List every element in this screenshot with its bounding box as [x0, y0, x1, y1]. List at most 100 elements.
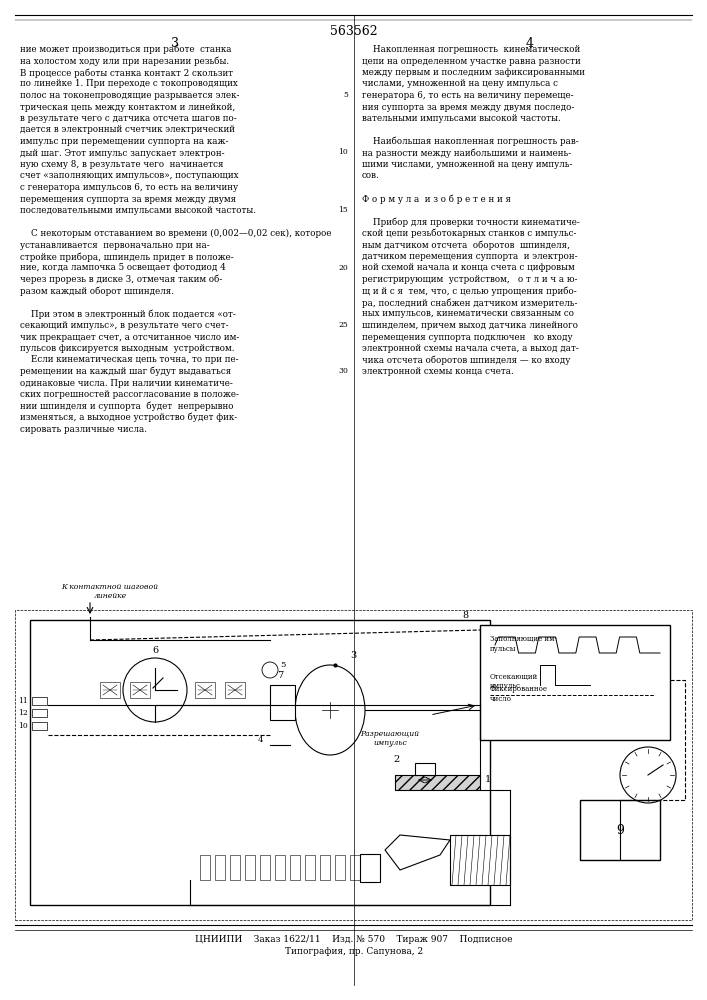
Bar	[450, 835, 510, 885]
Text: ремещении на каждый шаг будут выдаваться: ремещении на каждый шаг будут выдаваться	[20, 367, 231, 376]
Bar	[360, 854, 380, 882]
Text: импульс: импульс	[490, 682, 521, 690]
Text: 5: 5	[280, 661, 286, 669]
Text: 9: 9	[616, 824, 624, 836]
Bar	[275, 855, 285, 880]
Text: Накопленная погрешность  кинематической: Накопленная погрешность кинематической	[362, 45, 580, 54]
Text: по линейке 1. При переходе с токопроводящих: по линейке 1. При переходе с токопроводя…	[20, 80, 238, 89]
Text: ние может производиться при работе  станка: ние может производиться при работе станк…	[20, 45, 231, 54]
Text: 25: 25	[338, 321, 348, 329]
Text: 6: 6	[152, 646, 158, 655]
Text: ния суппорта за время между двумя последо-: ния суппорта за время между двумя послед…	[362, 103, 574, 111]
Text: регистрирующим  устройством,   о т л и ч а ю-: регистрирующим устройством, о т л и ч а …	[362, 275, 578, 284]
Text: 30: 30	[338, 367, 348, 375]
Text: стройке прибора, шпиндель придет в положе-: стройке прибора, шпиндель придет в полож…	[20, 252, 234, 261]
Bar	[200, 855, 210, 880]
Text: электронной схемы конца счета.: электронной схемы конца счета.	[362, 367, 514, 376]
Text: дается в электронный счетчик электрический: дается в электронный счетчик электрическ…	[20, 125, 235, 134]
Text: вательными импульсами высокой частоты.: вательными импульсами высокой частоты.	[362, 114, 561, 123]
Text: 10: 10	[18, 722, 28, 730]
Bar	[225, 682, 245, 698]
Text: устанавливается  первоначально при на-: устанавливается первоначально при на-	[20, 240, 210, 249]
Text: шими числами, умноженной на цену импуль-: шими числами, умноженной на цену импуль-	[362, 160, 573, 169]
Text: Разрешающий
импульс: Разрешающий импульс	[361, 730, 419, 747]
Text: ных импульсов, кинематически связанным со: ных импульсов, кинематически связанным с…	[362, 310, 574, 318]
Text: датчиком перемещения суппорта  и электрон-: датчиком перемещения суппорта и электрон…	[362, 252, 578, 261]
Text: В процессе работы станка контакт 2 скользит: В процессе работы станка контакт 2 сколь…	[20, 68, 233, 78]
Text: нии шпинделя и суппорта  будет  непрерывно: нии шпинделя и суппорта будет непрерывно	[20, 401, 233, 411]
Text: Типография, пр. Сапунова, 2: Типография, пр. Сапунова, 2	[285, 947, 423, 956]
Bar	[30, 620, 490, 905]
Text: изменяться, а выходное устройство будет фик-: изменяться, а выходное устройство будет …	[20, 413, 238, 422]
Text: электронной схемы начала счета, а выход дат-: электронной схемы начала счета, а выход …	[362, 344, 579, 353]
Text: через прорезь в диске 3, отмечая таким об-: через прорезь в диске 3, отмечая таким о…	[20, 275, 223, 284]
Text: между первым и последним зафиксированными: между первым и последним зафиксированным…	[362, 68, 585, 77]
Text: чика отсчета оборотов шпинделя — ко входу: чика отсчета оборотов шпинделя — ко вход…	[362, 356, 571, 365]
Bar	[580, 800, 660, 860]
Text: 15: 15	[338, 206, 348, 214]
Text: Если кинематическая цепь точна, то при пе-: Если кинематическая цепь точна, то при п…	[20, 356, 239, 364]
Bar	[260, 855, 270, 880]
Text: ным датчиком отсчета  оборотов  шпинделя,: ным датчиком отсчета оборотов шпинделя,	[362, 240, 570, 250]
Text: числами, умноженной на цену импульса с: числами, умноженной на цену импульса с	[362, 80, 558, 89]
Text: 7: 7	[277, 671, 283, 680]
Text: полос на токонепроводящие разрывается элек-: полос на токонепроводящие разрывается эл…	[20, 91, 240, 100]
Bar	[32, 722, 47, 730]
Text: 12: 12	[18, 709, 28, 717]
Text: цепи на определенном участке равна разности: цепи на определенном участке равна разно…	[362, 56, 580, 66]
Text: Ф о р м у л а  и з о б р е т е н и я: Ф о р м у л а и з о б р е т е н и я	[362, 194, 511, 204]
Text: ЦНИИПИ    Заказ 1622/11    Изд. № 570    Тираж 907    Подписное: ЦНИИПИ Заказ 1622/11 Изд. № 570 Тираж 90…	[195, 935, 513, 944]
Bar	[130, 682, 150, 698]
Text: Фиксированное: Фиксированное	[490, 685, 548, 693]
Text: 4: 4	[526, 37, 534, 50]
Text: При этом в электронный блок подается «от-: При этом в электронный блок подается «от…	[20, 310, 236, 319]
Text: 5: 5	[343, 91, 348, 99]
Bar	[15, 610, 692, 920]
Text: одинаковые числа. При наличии кинематиче-: одинаковые числа. При наличии кинематиче…	[20, 378, 233, 387]
Bar	[245, 855, 255, 880]
Bar	[215, 855, 225, 880]
Bar	[32, 709, 47, 717]
Text: пульсы: пульсы	[490, 645, 517, 653]
Bar	[290, 855, 300, 880]
Text: ра, последний снабжен датчиком измеритель-: ра, последний снабжен датчиком измерител…	[362, 298, 578, 308]
Text: чик прекращает счет, а отсчитанное число им-: чик прекращает счет, а отсчитанное число…	[20, 332, 240, 342]
Text: 4: 4	[257, 736, 263, 744]
Text: разом каждый оборот шпинделя.: разом каждый оборот шпинделя.	[20, 286, 174, 296]
Text: перемещения суппорта подключен   ко входу: перемещения суппорта подключен ко входу	[362, 332, 573, 342]
Text: 3: 3	[171, 37, 179, 50]
Text: ную схему 8, в результате чего  начинается: ную схему 8, в результате чего начинаетс…	[20, 160, 223, 169]
Text: 10: 10	[338, 148, 348, 156]
Bar	[350, 855, 360, 880]
Text: на разности между наибольшими и наимень-: на разности между наибольшими и наимень-	[362, 148, 571, 158]
Text: счет «заполняющих импульсов», поступающих: счет «заполняющих импульсов», поступающи…	[20, 172, 238, 180]
Text: секающий импульс», в результате чего счет-: секающий импульс», в результате чего сче…	[20, 321, 228, 330]
Text: 8: 8	[462, 611, 468, 620]
Text: 11: 11	[18, 697, 28, 705]
Text: 1: 1	[485, 775, 491, 784]
Text: ние, когда лампочка 5 освещает фотодиод 4: ние, когда лампочка 5 освещает фотодиод …	[20, 263, 226, 272]
Text: пульсов фиксируется выходным  устройством.: пульсов фиксируется выходным устройством…	[20, 344, 235, 353]
Text: перемещения суппорта за время между двумя: перемещения суппорта за время между двум…	[20, 194, 236, 204]
Text: на холостом ходу или при нарезании резьбы.: на холостом ходу или при нарезании резьб…	[20, 56, 229, 66]
Bar	[320, 855, 330, 880]
Text: сов.: сов.	[362, 172, 380, 180]
Text: 2: 2	[394, 756, 400, 764]
Bar	[415, 763, 435, 775]
Text: в результате чего с датчика отсчета шагов по-: в результате чего с датчика отсчета шаго…	[20, 114, 237, 123]
Text: Отсекающий: Отсекающий	[490, 673, 538, 681]
Text: Заполняющие им-: Заполняющие им-	[490, 635, 557, 643]
Text: последовательными импульсами высокой частоты.: последовательными импульсами высокой час…	[20, 206, 256, 215]
Bar	[32, 697, 47, 705]
Text: щ и й с я  тем, что, с целью упрощения прибо-: щ и й с я тем, что, с целью упрощения пр…	[362, 286, 577, 296]
Text: трическая цепь между контактом и линейкой,: трическая цепь между контактом и линейко…	[20, 103, 235, 111]
Text: К контактной шаговой
линейке: К контактной шаговой линейке	[62, 583, 158, 600]
Text: число: число	[490, 695, 512, 703]
Text: шпинделем, причем выход датчика линейного: шпинделем, причем выход датчика линейног…	[362, 321, 578, 330]
Text: сировать различные числа.: сировать различные числа.	[20, 424, 147, 434]
Text: 563562: 563562	[330, 25, 378, 38]
Bar	[270, 685, 295, 720]
Text: 3: 3	[350, 651, 356, 660]
Text: Прибор для проверки точности кинематиче-: Прибор для проверки точности кинематиче-	[362, 218, 580, 227]
Bar	[395, 775, 480, 790]
